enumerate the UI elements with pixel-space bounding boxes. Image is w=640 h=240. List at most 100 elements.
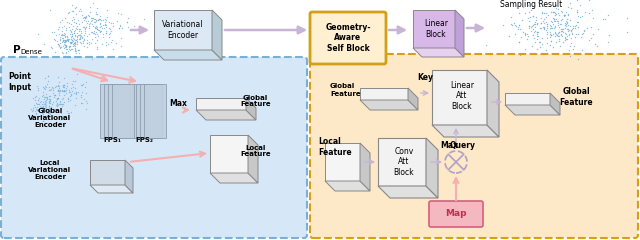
Point: [525, 15, 536, 18]
Point: [59, 42, 69, 46]
Point: [554, 35, 564, 38]
Point: [48, 109, 58, 113]
Point: [528, 23, 538, 27]
Point: [78, 16, 88, 20]
Point: [62, 35, 72, 39]
Point: [559, 31, 570, 35]
Text: Global
Variational
Encoder: Global Variational Encoder: [28, 108, 72, 128]
Point: [547, 16, 557, 20]
Point: [53, 96, 63, 100]
Point: [38, 93, 48, 96]
Point: [87, 30, 97, 34]
Point: [550, 12, 561, 16]
Point: [91, 20, 101, 24]
Point: [70, 21, 81, 25]
Point: [56, 111, 66, 114]
Point: [32, 84, 42, 87]
Point: [54, 86, 64, 90]
Point: [60, 28, 70, 31]
Point: [584, 0, 594, 2]
Point: [549, 13, 559, 17]
Point: [604, 33, 614, 37]
Point: [58, 30, 68, 33]
Point: [42, 117, 52, 121]
Point: [600, 17, 611, 21]
Point: [55, 36, 65, 39]
Point: [74, 51, 84, 55]
Point: [67, 24, 77, 28]
Point: [577, 14, 588, 18]
Point: [98, 23, 108, 27]
Point: [69, 6, 79, 10]
Point: [162, 22, 172, 26]
Point: [552, 19, 562, 23]
Point: [509, 21, 520, 25]
Point: [588, 16, 598, 19]
Point: [96, 24, 106, 28]
Point: [556, 33, 566, 36]
Point: [92, 32, 102, 36]
Point: [79, 33, 89, 37]
Point: [29, 103, 40, 107]
Point: [49, 108, 59, 111]
Point: [527, 24, 538, 28]
Point: [545, 23, 555, 27]
Point: [83, 22, 93, 26]
Point: [70, 44, 80, 48]
Point: [31, 111, 41, 115]
Point: [65, 28, 75, 32]
Point: [45, 8, 56, 12]
Point: [39, 97, 49, 101]
Point: [42, 95, 52, 98]
Point: [550, 34, 560, 38]
Point: [123, 16, 133, 20]
Point: [76, 94, 86, 97]
Point: [100, 26, 111, 30]
Point: [92, 38, 102, 42]
Point: [566, 29, 576, 33]
Point: [101, 8, 111, 12]
Point: [575, 3, 585, 7]
Point: [45, 109, 55, 113]
Point: [537, 11, 547, 15]
Point: [33, 109, 44, 113]
Point: [92, 27, 102, 31]
Polygon shape: [154, 50, 222, 60]
Point: [70, 46, 80, 49]
Point: [541, 15, 551, 18]
Point: [61, 39, 71, 43]
Point: [55, 102, 65, 106]
Point: [560, 35, 570, 38]
Point: [32, 105, 42, 109]
Point: [81, 108, 91, 111]
Point: [70, 49, 81, 53]
Point: [37, 111, 47, 115]
Point: [81, 14, 91, 18]
Point: [89, 20, 99, 24]
Point: [100, 23, 111, 27]
Point: [61, 91, 71, 95]
Point: [72, 35, 82, 39]
Point: [44, 104, 54, 108]
Point: [33, 108, 44, 112]
Point: [582, 26, 592, 30]
Point: [554, 30, 564, 34]
Text: FPS₁: FPS₁: [103, 137, 121, 143]
Point: [572, 0, 582, 2]
Point: [45, 113, 56, 116]
Polygon shape: [140, 84, 162, 138]
Text: Global
Feature: Global Feature: [240, 95, 271, 108]
Point: [70, 91, 81, 95]
Point: [65, 29, 76, 33]
Point: [63, 37, 74, 41]
Point: [68, 30, 79, 33]
Point: [555, 44, 565, 48]
Point: [35, 114, 45, 118]
Polygon shape: [378, 186, 438, 198]
Point: [63, 39, 74, 43]
Point: [586, 25, 596, 29]
Text: Max: Max: [440, 140, 458, 150]
Point: [68, 9, 78, 13]
Point: [541, 32, 552, 36]
Point: [72, 35, 83, 38]
